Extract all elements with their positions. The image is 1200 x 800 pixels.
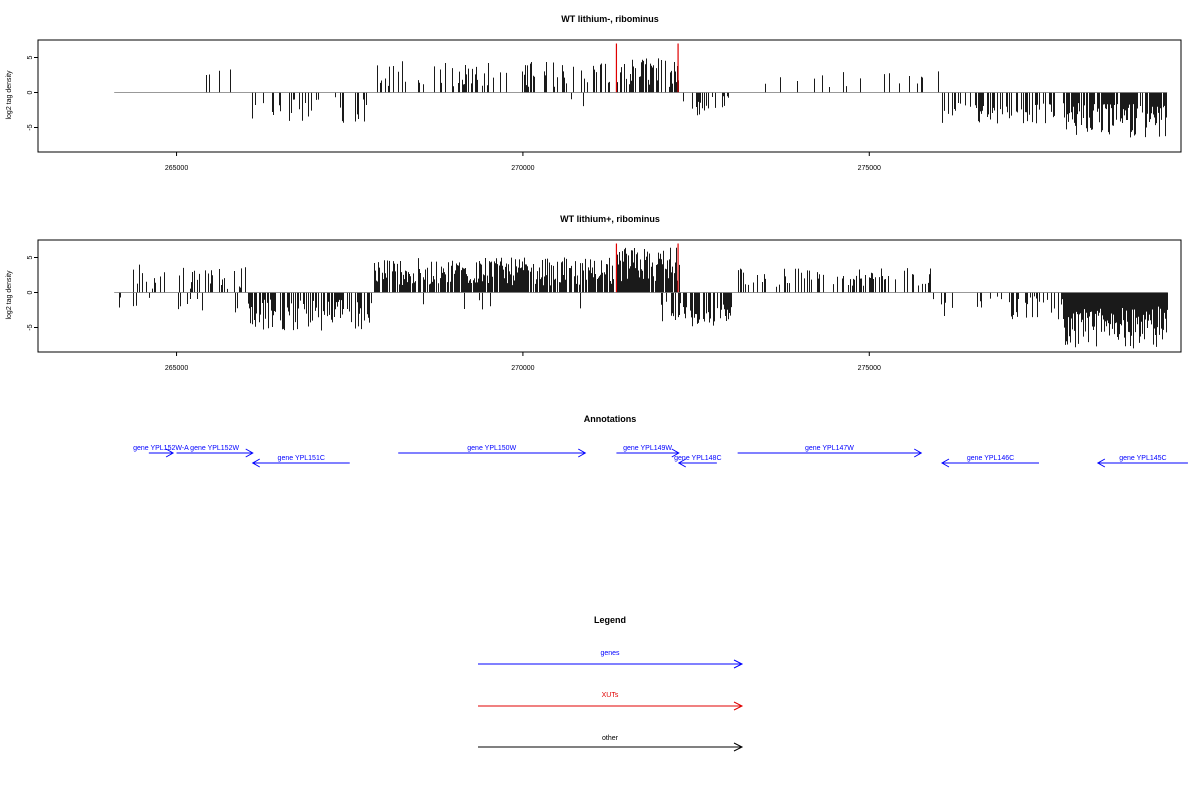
gene-label: gene YPL149W	[623, 445, 672, 452]
annotations-track: Annotations gene YPL152W-A gene YPL152Wge…	[133, 414, 1188, 468]
gene-arrow: gene YPL151C	[251, 455, 350, 468]
x-tick-label: 275000	[858, 365, 881, 372]
legend: Legend genes XUTs other	[478, 615, 744, 752]
x-tick-label: 265000	[165, 365, 188, 372]
chart-title: WT lithium+, ribominus	[560, 214, 660, 224]
gene-arrow: gene YPL152W	[176, 445, 254, 458]
gene-label: gene YPL148C	[674, 455, 721, 462]
y-tick-label: 5	[27, 55, 34, 59]
marker-lines	[615, 243, 679, 293]
legend-arrow-other	[478, 742, 744, 752]
y-axis: 5 0 -5	[27, 55, 39, 131]
x-tick-label: 270000	[511, 365, 534, 372]
legend-label-genes: genes	[600, 650, 620, 657]
gene-arrow: gene YPL146C	[941, 455, 1039, 468]
y-axis: 5 0 -5	[27, 255, 39, 331]
gene-arrow: gene YPL152W-A	[133, 445, 189, 458]
gene-arrow: gene YPL150W	[398, 445, 587, 458]
gene-arrow: gene YPL145C	[1096, 455, 1188, 468]
panel-lithium-minus: WT lithium-, ribominus log2 tag density …	[6, 14, 1182, 172]
y-tick-label: 0	[27, 90, 34, 94]
chart-title: WT lithium-, ribominus	[561, 14, 659, 24]
bar-series	[119, 247, 1168, 349]
y-tick-label: 0	[27, 290, 34, 294]
x-axis: 265000 270000 275000	[165, 151, 881, 172]
y-tick-label: 5	[27, 255, 34, 259]
panel-lithium-plus: WT lithium+, ribominus log2 tag density …	[6, 214, 1182, 372]
gene-label: gene YPL146C	[967, 455, 1014, 462]
annotations-title: Annotations	[584, 414, 637, 424]
legend-arrow-xuts	[478, 701, 744, 711]
legend-arrow-genes	[478, 659, 744, 669]
gene-arrow: gene YPL149W	[616, 445, 680, 458]
gene-arrow: gene YPL147W	[737, 445, 923, 458]
gene-label: gene YPL152W	[190, 445, 239, 452]
gene-label: gene YPL151C	[278, 455, 325, 462]
y-axis-label: log2 tag density	[6, 70, 13, 120]
legend-label-other: other	[602, 735, 619, 742]
legend-title: Legend	[594, 615, 626, 625]
bar-series	[206, 58, 1167, 138]
legend-label-xuts: XUTs	[602, 692, 619, 699]
x-tick-label: 270000	[511, 165, 534, 172]
y-axis-label: log2 tag density	[6, 270, 13, 320]
x-tick-label: 265000	[165, 165, 188, 172]
gene-label: gene YPL152W-A	[133, 445, 189, 452]
gene-arrow: gene YPL148C	[674, 455, 722, 468]
gene-label: gene YPL150W	[467, 445, 516, 452]
x-axis: 265000 270000 275000	[165, 351, 881, 372]
y-tick-label: -5	[27, 324, 34, 330]
gene-arrows: gene YPL152W-A gene YPL152W gene YPL151C ge…	[133, 445, 1188, 468]
marker-lines	[615, 43, 679, 93]
y-tick-label: -5	[27, 124, 34, 130]
gene-label: gene YPL145C	[1119, 455, 1166, 462]
gene-label: gene YPL147W	[805, 445, 854, 452]
x-tick-label: 275000	[858, 165, 881, 172]
